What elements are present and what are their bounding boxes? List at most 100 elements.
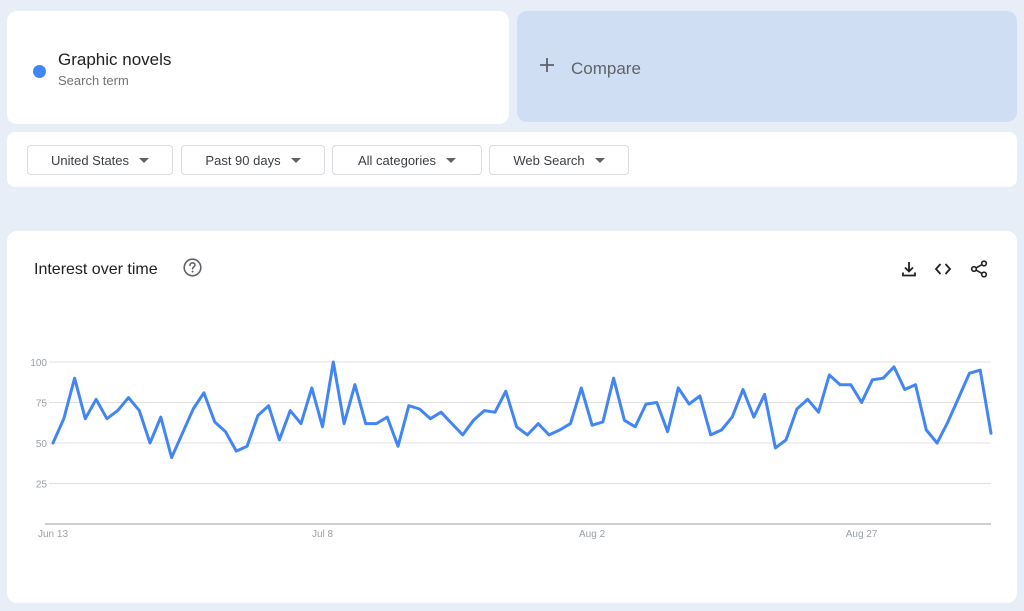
data-point[interactable] <box>666 430 670 434</box>
data-point[interactable] <box>148 441 152 445</box>
data-point[interactable] <box>655 401 659 405</box>
data-point[interactable] <box>51 441 55 445</box>
data-point[interactable] <box>277 438 281 442</box>
data-point[interactable] <box>892 365 896 369</box>
data-point[interactable] <box>94 397 98 401</box>
data-point[interactable] <box>935 441 939 445</box>
data-point[interactable] <box>989 431 993 435</box>
data-point[interactable] <box>558 428 562 432</box>
data-point[interactable] <box>957 396 961 400</box>
data-point[interactable] <box>773 446 777 450</box>
line-chart[interactable]: 25 50 75 100 Jun 13 Jul 8 Aug 2 Aug 27 <box>7 231 1017 603</box>
data-point[interactable] <box>730 415 734 419</box>
data-point[interactable] <box>978 368 982 372</box>
data-point[interactable] <box>224 430 228 434</box>
data-point[interactable] <box>870 378 874 382</box>
data-point[interactable] <box>62 417 66 421</box>
data-point[interactable] <box>461 433 465 437</box>
data-point[interactable] <box>353 383 357 387</box>
data-point[interactable] <box>170 456 174 460</box>
data-point[interactable] <box>709 433 713 437</box>
data-point[interactable] <box>116 409 120 413</box>
time-range-filter[interactable]: Past 90 days <box>181 145 325 175</box>
data-point[interactable] <box>407 404 411 408</box>
data-point[interactable] <box>612 376 616 380</box>
data-point[interactable] <box>374 422 378 426</box>
data-point[interactable] <box>633 425 637 429</box>
data-point[interactable] <box>83 417 87 421</box>
data-point[interactable] <box>525 433 529 437</box>
data-point[interactable] <box>439 410 443 414</box>
data-point[interactable] <box>234 449 238 453</box>
data-point[interactable] <box>590 423 594 427</box>
data-point[interactable] <box>946 420 950 424</box>
help-icon[interactable] <box>183 258 202 277</box>
data-point[interactable] <box>482 409 486 413</box>
data-point[interactable] <box>364 422 368 426</box>
data-point[interactable] <box>159 415 163 419</box>
region-filter[interactable]: United States <box>27 145 173 175</box>
data-point[interactable] <box>428 417 432 421</box>
data-point[interactable] <box>579 386 583 390</box>
data-point[interactable] <box>838 383 842 387</box>
data-point[interactable] <box>924 428 928 432</box>
data-point[interactable] <box>763 392 767 396</box>
data-point[interactable] <box>515 425 519 429</box>
data-point[interactable] <box>687 402 691 406</box>
compare-button[interactable]: Compare <box>517 11 1017 122</box>
data-point[interactable] <box>784 438 788 442</box>
data-point[interactable] <box>471 418 475 422</box>
data-point[interactable] <box>967 371 971 375</box>
data-point[interactable] <box>601 420 605 424</box>
data-point[interactable] <box>914 383 918 387</box>
data-point[interactable] <box>137 409 141 413</box>
data-point[interactable] <box>622 418 626 422</box>
data-point[interactable] <box>827 373 831 377</box>
data-point[interactable] <box>806 397 810 401</box>
data-point[interactable] <box>676 386 680 390</box>
data-point[interactable] <box>256 413 260 417</box>
data-point[interactable] <box>849 383 853 387</box>
data-point[interactable] <box>202 391 206 395</box>
data-point[interactable] <box>73 376 77 380</box>
series-line[interactable] <box>51 360 993 460</box>
data-point[interactable] <box>881 376 885 380</box>
category-filter[interactable]: All categories <box>332 145 482 175</box>
share-icon[interactable] <box>969 259 989 279</box>
data-point[interactable] <box>547 433 551 437</box>
data-point[interactable] <box>299 422 303 426</box>
data-point[interactable] <box>288 409 292 413</box>
data-point[interactable] <box>860 401 864 405</box>
embed-icon[interactable] <box>933 259 953 279</box>
data-point[interactable] <box>396 444 400 448</box>
data-point[interactable] <box>816 410 820 414</box>
download-icon[interactable] <box>899 259 919 279</box>
data-point[interactable] <box>569 422 573 426</box>
data-point[interactable] <box>493 410 497 414</box>
data-point[interactable] <box>126 396 130 400</box>
data-point[interactable] <box>903 388 907 392</box>
data-point[interactable] <box>741 388 745 392</box>
search-term-name[interactable]: Graphic novels <box>58 50 172 69</box>
data-point[interactable] <box>180 431 184 435</box>
data-point[interactable] <box>310 386 314 390</box>
data-point[interactable] <box>321 425 325 429</box>
data-point[interactable] <box>267 404 271 408</box>
data-point[interactable] <box>752 415 756 419</box>
data-point[interactable] <box>795 407 799 411</box>
search-type-filter[interactable]: Web Search <box>489 145 629 175</box>
data-point[interactable] <box>450 422 454 426</box>
data-point[interactable] <box>213 420 217 424</box>
data-point[interactable] <box>698 394 702 398</box>
data-point[interactable] <box>536 422 540 426</box>
data-point[interactable] <box>342 422 346 426</box>
data-point[interactable] <box>644 402 648 406</box>
data-point[interactable] <box>719 428 723 432</box>
data-point[interactable] <box>245 444 249 448</box>
search-term-card[interactable]: Graphic novels Search term <box>7 11 509 124</box>
data-point[interactable] <box>331 360 335 364</box>
data-point[interactable] <box>418 407 422 411</box>
data-point[interactable] <box>385 415 389 419</box>
data-point[interactable] <box>191 407 195 411</box>
data-point[interactable] <box>105 417 109 421</box>
